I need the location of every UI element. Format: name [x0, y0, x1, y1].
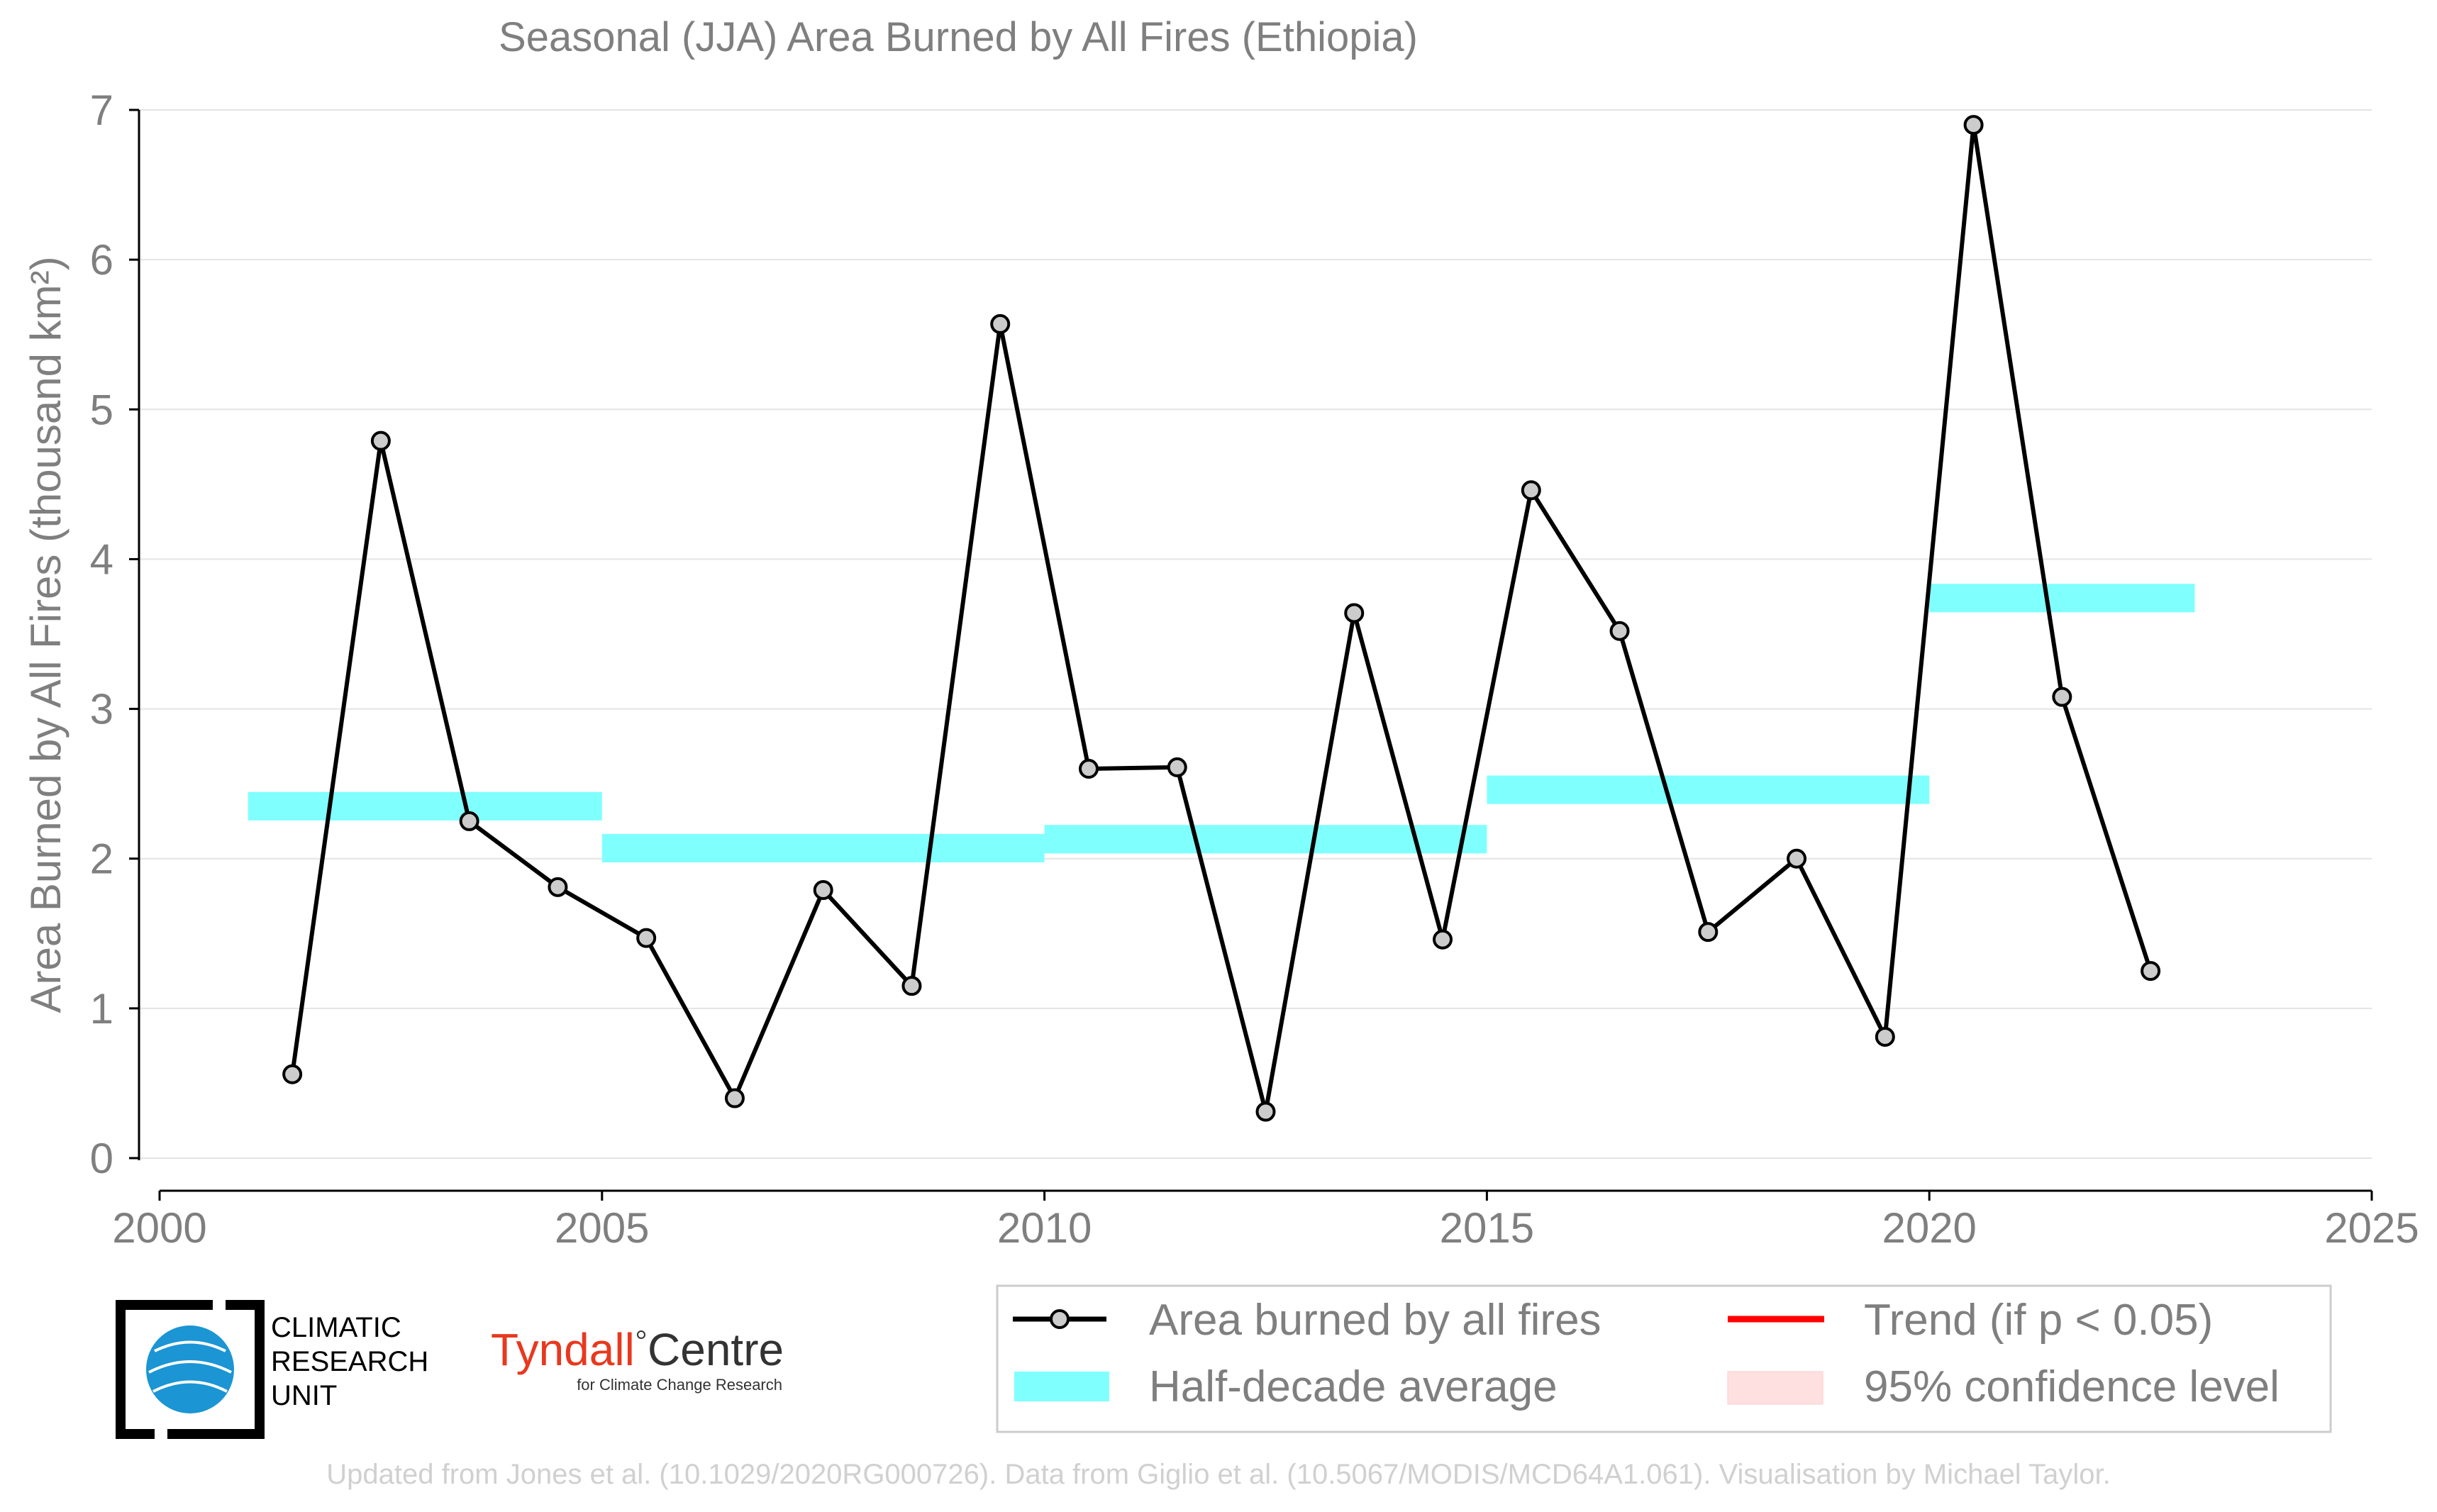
gridlines — [139, 109, 2372, 1159]
half-decade-bar — [248, 791, 602, 821]
data-point — [1433, 929, 1453, 950]
y-axis-label: Area Burned by All Fires (thousand km²) — [22, 256, 70, 1013]
x-ticks: 2000 2005 2010 2015 2020 2025 — [112, 1191, 2419, 1252]
data-point — [813, 880, 833, 901]
cru-logo-bracket-left — [116, 1300, 213, 1439]
half-decade-bar — [601, 833, 1045, 862]
tyndall-logo: Tyndall Centre for Climate Change Resear… — [491, 1324, 784, 1394]
data-point — [901, 976, 922, 996]
legend-label-confidence: 95% confidence level — [1864, 1362, 2280, 1411]
cru-logo: CLIMATIC RESEARCH UNIT — [116, 1300, 428, 1439]
data-point — [990, 313, 1011, 334]
data-point — [2052, 686, 2072, 707]
data-point — [1875, 1026, 1895, 1047]
legend-half-decade-symbol — [1014, 1372, 1109, 1401]
y-tick-label: 7 — [90, 87, 113, 134]
y-tick-label: 1 — [90, 985, 113, 1033]
legend-confidence-symbol — [1727, 1371, 1823, 1405]
chart-title: Seasonal (JJA) Area Burned by All Fires … — [499, 14, 1418, 60]
cru-logo-text-line-3: UNIT — [271, 1380, 337, 1411]
data-point — [459, 811, 479, 831]
data-point — [370, 430, 391, 451]
half-decade-average-bars — [248, 584, 2195, 862]
y-tick-label: 2 — [90, 835, 113, 883]
legend-box — [996, 1284, 2332, 1433]
data-point — [1787, 848, 1807, 869]
x-tick-label: 2000 — [112, 1204, 206, 1252]
half-decade-bar — [1044, 825, 1487, 854]
axes — [138, 110, 2372, 1192]
globe-icon-lines — [148, 1340, 232, 1393]
data-point — [1344, 603, 1365, 623]
y-tick-label: 6 — [90, 236, 113, 284]
series-points-group — [282, 115, 2161, 1122]
y-tick-label: 3 — [90, 686, 113, 733]
data-point — [724, 1088, 745, 1108]
series-line-area-burned — [290, 123, 2153, 1114]
tyndall-degree-icon — [637, 1330, 645, 1339]
y-tick-label: 4 — [90, 535, 113, 583]
footer-credit: Updated from Jones et al. (10.1029/2020R… — [326, 1459, 2110, 1490]
data-point — [1609, 621, 1630, 641]
data-point — [548, 877, 568, 897]
legend-marker-symbol — [1050, 1309, 1070, 1329]
tyndall-logo-subtitle: for Climate Change Research — [577, 1376, 782, 1394]
tyndall-logo-centre: Centre — [648, 1324, 784, 1375]
half-decade-bar — [1487, 775, 1930, 804]
y-ticks: 0 1 2 3 4 5 6 7 — [90, 87, 139, 1182]
cru-logo-bracket-right — [167, 1300, 265, 1439]
data-point — [1521, 480, 1541, 501]
x-tick-label: 2015 — [1440, 1204, 1534, 1252]
x-tick-label: 2020 — [1882, 1204, 1976, 1252]
globe-icon — [146, 1325, 234, 1413]
series-line-group — [290, 123, 2153, 1114]
data-point — [2141, 961, 2161, 982]
data-point — [1167, 757, 1187, 777]
data-point — [1255, 1101, 1276, 1122]
data-point — [1698, 922, 1719, 943]
data-point — [282, 1064, 303, 1084]
legend-label-trend: Trend (if p < 0.05) — [1864, 1296, 2213, 1345]
y-tick-label: 0 — [90, 1135, 113, 1182]
half-decade-bar — [1929, 584, 2195, 613]
legend-label-area-burned: Area burned by all fires — [1149, 1296, 1601, 1345]
tyndall-logo-name: Tyndall — [491, 1324, 635, 1375]
legend-label-half-decade: Half-decade average — [1149, 1362, 1558, 1411]
cru-logo-text-line-2: RESEARCH — [271, 1346, 428, 1377]
cru-logo-text-line-1: CLIMATIC — [271, 1312, 401, 1343]
y-tick-label: 5 — [90, 386, 113, 433]
x-tick-label: 2005 — [555, 1204, 649, 1252]
data-point — [1078, 759, 1099, 779]
data-point — [1963, 115, 1984, 135]
legend: Area burned by all fires Trend (if p < 0… — [996, 1284, 2332, 1433]
data-point — [636, 928, 657, 948]
x-tick-label: 2010 — [997, 1204, 1092, 1252]
x-tick-label: 2025 — [2324, 1204, 2419, 1252]
